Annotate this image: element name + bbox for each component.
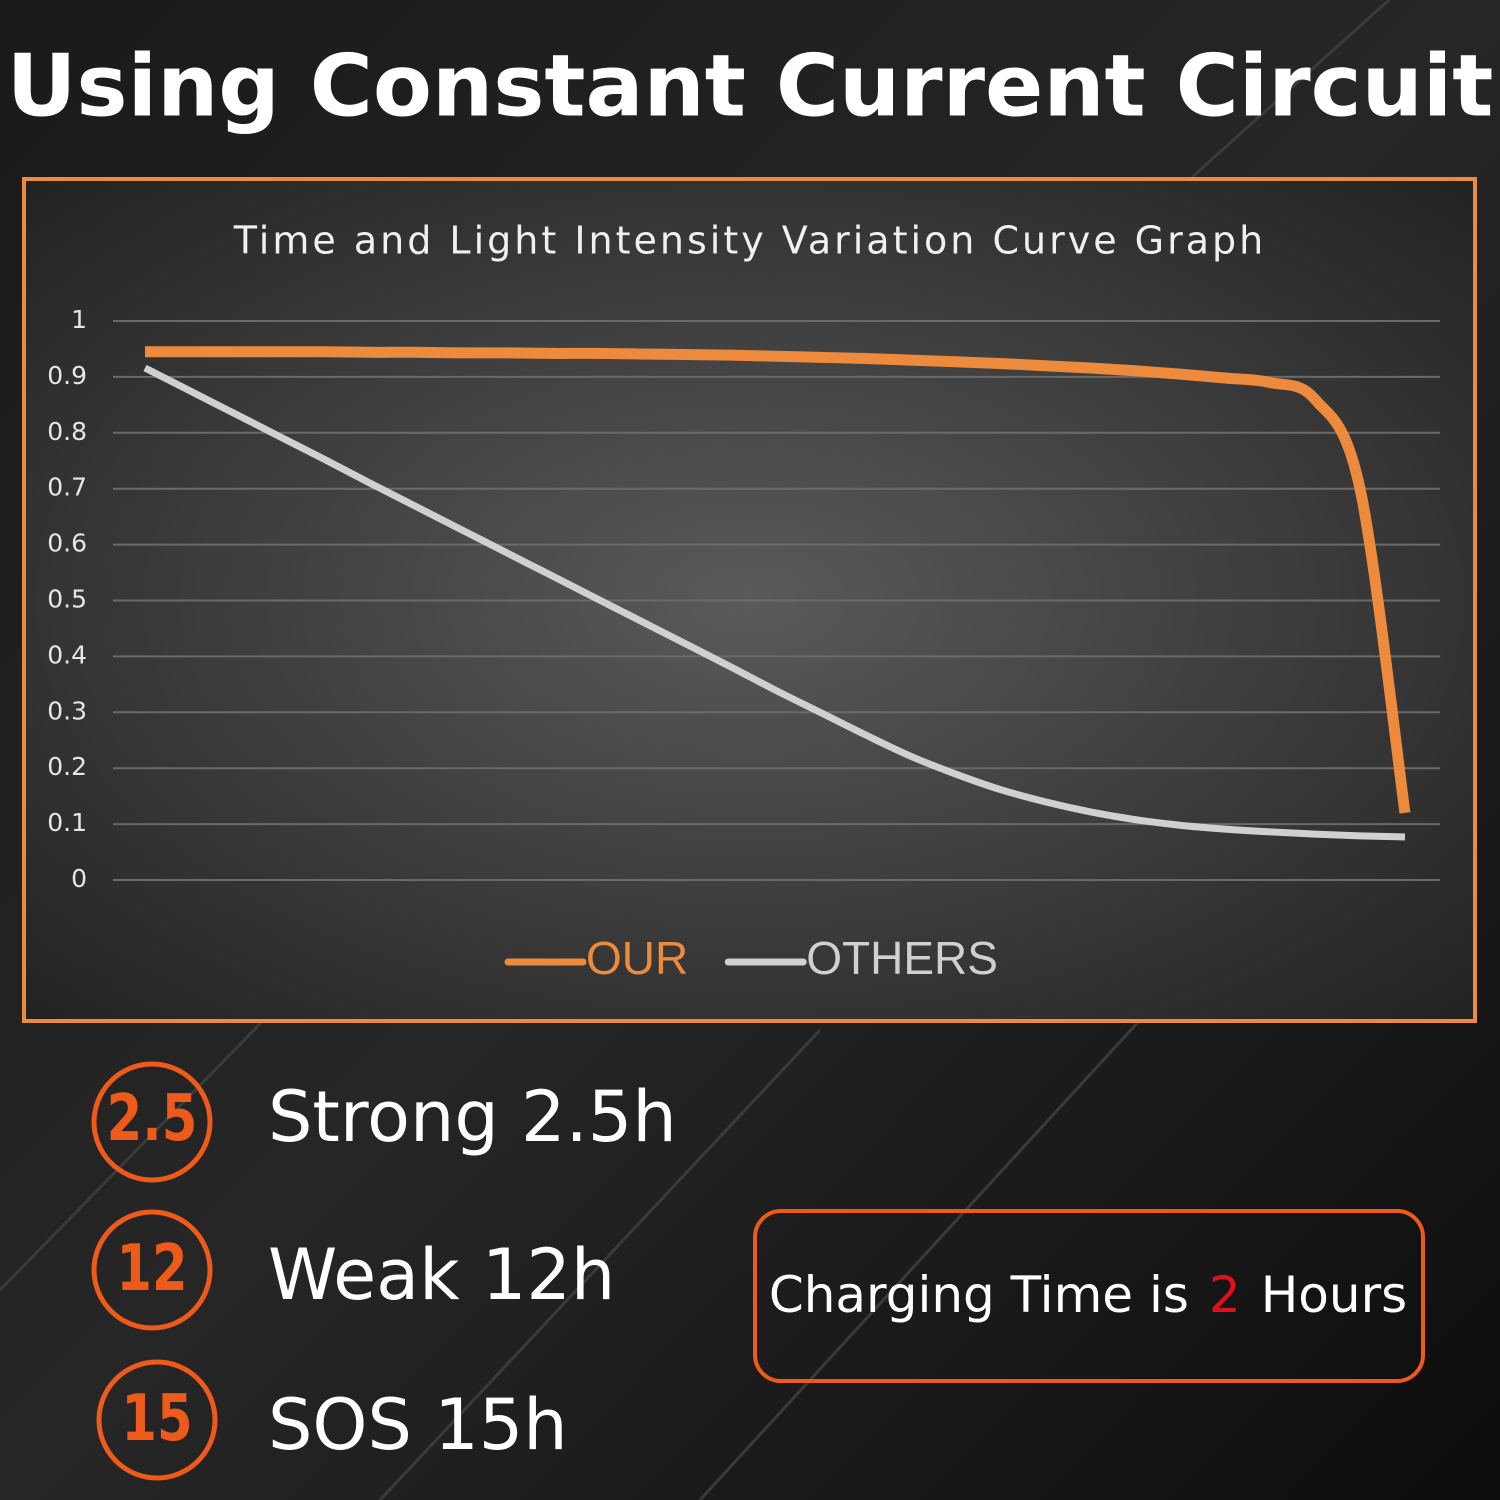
- y-tick-label: 0.9: [47, 361, 87, 390]
- modes: 2.5 Strong 2.5h 12 Weak 12h 15 SOS 15h: [107, 1076, 677, 1466]
- mode-label: Weak 12h: [268, 1234, 615, 1316]
- mode-icons: [91, 1061, 218, 1481]
- plot: 0 0.1 0.2 0.3 0.4 0.5 0.6 0.7 0.8 0.9 1 OUR OTHERS: [47, 305, 1440, 984]
- charging-text: Charging Time is 2 Hours: [769, 1266, 1407, 1324]
- series-line: [145, 346, 1411, 814]
- y-tick-label: 0.7: [47, 473, 87, 502]
- mode-label: Strong 2.5h: [268, 1076, 677, 1158]
- mode-icon-number: 15: [121, 1380, 192, 1455]
- y-tick-label: 0.3: [47, 696, 87, 725]
- y-tick-label: 0.8: [47, 417, 87, 446]
- y-tick-label: 0.6: [47, 529, 87, 558]
- charging-box: [753, 1209, 1425, 1383]
- page-title: Using Constant Current Circuit: [7, 36, 1494, 136]
- y-tick-label: 0.4: [47, 640, 87, 669]
- charging-suffix: Hours: [1261, 1266, 1407, 1324]
- chart-title: Time and Light Intensity Variation Curve…: [233, 219, 1266, 263]
- mode-label: SOS 15h: [268, 1384, 568, 1466]
- y-tick-label: 0.5: [47, 585, 87, 614]
- legend-label: OUR: [586, 932, 688, 984]
- charging-prefix: Charging Time is: [769, 1266, 1189, 1324]
- y-tick-label: 0.1: [47, 808, 87, 837]
- y-tick-label: 0.2: [47, 752, 87, 781]
- mode-icon-number: 2.5: [107, 1080, 198, 1155]
- y-tick-label: 1: [71, 305, 87, 334]
- charging-highlight: 2: [1209, 1266, 1241, 1324]
- y-tick-label: 0: [71, 864, 87, 893]
- legend-label: OTHERS: [806, 932, 998, 984]
- series-line: [143, 364, 1406, 841]
- mode-icon-number: 12: [116, 1230, 187, 1305]
